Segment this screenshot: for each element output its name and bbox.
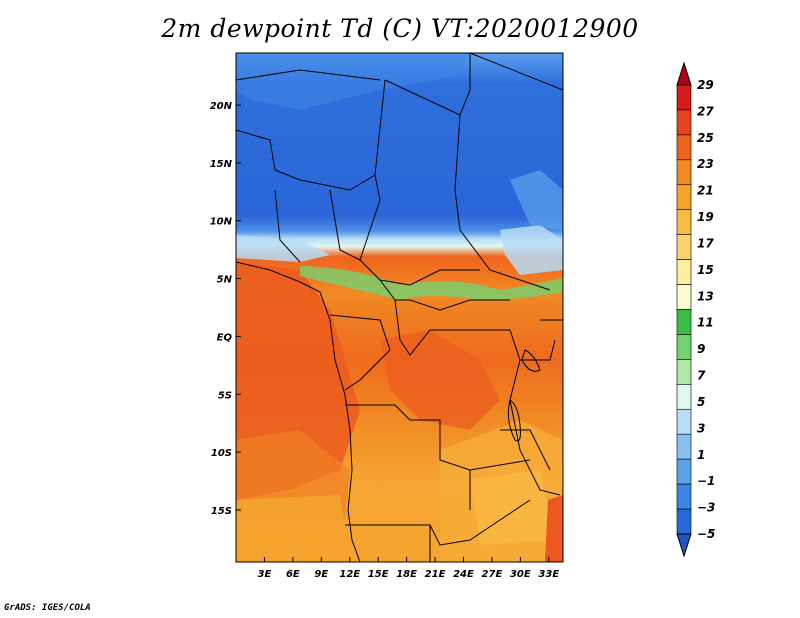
lat-tick-label: 10N <box>210 217 233 228</box>
lat-tick-label: 15N <box>210 159 233 170</box>
lon-tick-label: 15E <box>368 569 389 580</box>
lon-tick-label: 21E <box>425 569 446 580</box>
colorbar-swatch <box>676 134 692 161</box>
colorbar-top-arrow <box>676 61 692 86</box>
colorbar-swatch <box>676 408 692 435</box>
lake-victoria <box>521 349 541 372</box>
lon-tick-label: 18E <box>396 569 417 580</box>
colorbar-label: 17 <box>697 236 714 250</box>
colorbar-swatch <box>676 209 692 235</box>
lat-tick-label: 15S <box>211 506 232 517</box>
colorbar-label: −5 <box>697 527 715 541</box>
colorbar: 29 27 25 23 21 19 17 15 13 11 9 7 5 3 1 −1 −3 −5 <box>676 61 715 558</box>
lat-tick-label: 5N <box>217 275 233 286</box>
lon-ticks: 3E 6E 9E 12E 15E 18E 21E 24E 27E 30E 33E <box>258 557 559 580</box>
lon-tick-label: 6E <box>286 569 300 580</box>
colorbar-swatch <box>676 184 692 211</box>
lat-tick-label: 5S <box>218 390 232 401</box>
footer-credit: GrADS: IGES/COLA <box>4 603 91 613</box>
dewpoint-field <box>236 53 563 562</box>
colorbar-label: 1 <box>697 448 705 462</box>
colorbar-label: 7 <box>697 369 706 383</box>
colorbar-swatch <box>676 458 692 485</box>
lon-tick-label: 27E <box>482 569 503 580</box>
colorbar-label: 21 <box>697 184 714 198</box>
lake-tanganyika <box>507 399 521 442</box>
lat-tick-label: 20N <box>210 101 233 112</box>
colorbar-label: 25 <box>697 131 714 145</box>
colorbar-swatch <box>676 309 692 335</box>
colorbar-swatch <box>676 334 692 360</box>
colorbar-label: 19 <box>697 210 714 224</box>
colorbar-bottom-arrow <box>676 533 692 558</box>
colorbar-swatch <box>676 359 692 385</box>
colorbar-label: 3 <box>697 421 705 435</box>
lon-tick-label: 9E <box>314 569 328 580</box>
lat-ticks: 20N 15N 10N 5N EQ 5S 10S 15S <box>210 101 241 517</box>
colorbar-label: 5 <box>697 395 705 409</box>
lon-tick-label: 33E <box>538 569 559 580</box>
lat-tick-label: 10S <box>211 448 232 459</box>
colorbar-swatch <box>676 508 692 535</box>
colorbar-swatch <box>676 284 692 310</box>
lat-tick-label: EQ <box>217 332 233 343</box>
colorbar-label: 23 <box>697 157 714 171</box>
colorbar-swatch <box>676 84 692 111</box>
coastline <box>236 261 361 562</box>
map-title: 2m dewpoint Td (C) VT:2020012900 <box>161 14 639 43</box>
colorbar-label: 29 <box>697 78 714 92</box>
map-frame <box>235 52 564 563</box>
lon-tick-label: 3E <box>258 569 272 580</box>
colorbar-swatch <box>676 483 692 510</box>
colorbar-swatch <box>676 433 692 460</box>
colorbar-label: −3 <box>697 501 715 515</box>
colorbar-swatch <box>676 259 692 285</box>
colorbar-label: 9 <box>697 342 705 356</box>
country-borders <box>236 53 563 562</box>
lon-tick-label: 12E <box>339 569 360 580</box>
lon-tick-label: 24E <box>453 569 474 580</box>
colorbar-label: 11 <box>697 316 714 330</box>
colorbar-swatch <box>676 109 692 136</box>
colorbar-label: 27 <box>697 104 714 118</box>
colorbar-label: −1 <box>697 474 715 488</box>
colorbar-label: 13 <box>697 289 714 303</box>
colorbar-label: 15 <box>697 263 714 277</box>
lon-tick-label: 30E <box>510 569 531 580</box>
colorbar-swatch <box>676 384 692 410</box>
colorbar-swatch <box>676 159 692 186</box>
colorbar-swatch <box>676 234 692 260</box>
